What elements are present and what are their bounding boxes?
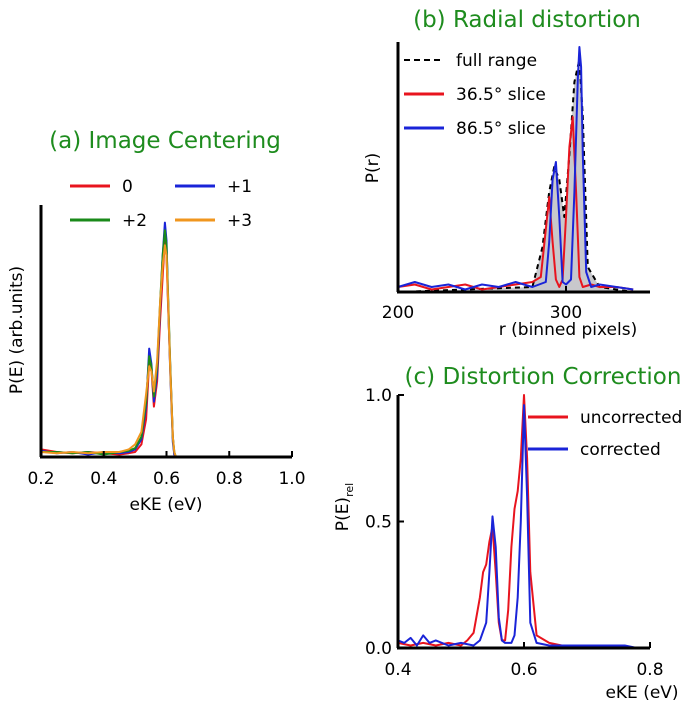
- chart-c-series-corrected: [397, 404, 638, 649]
- chart-c-legend-label-corrected: corrected: [580, 440, 661, 460]
- chart-c-ytick-label: 0.0: [365, 639, 392, 659]
- chart-a-xtick-label: 0.4: [90, 469, 117, 489]
- chart-b-title: (b) Radial distortion: [413, 7, 641, 33]
- chart-c-xtick-label: 0.8: [636, 660, 663, 680]
- chart-b-legend: full range 36.5° slice 86.5° slice: [404, 51, 546, 139]
- chart-a-xtick-label: 0.2: [27, 469, 54, 489]
- chart-a-legend-label-3: +3: [227, 211, 252, 231]
- chart-c-title: (c) Distortion Correction: [405, 364, 682, 390]
- chart-b-series-36-5-slice: [397, 116, 634, 291]
- chart-c-ytick-label: 0.5: [365, 513, 392, 533]
- panel-c: (c) Distortion Correction uncorrected cor…: [333, 364, 682, 703]
- chart-c-legend: uncorrected corrected: [528, 408, 682, 460]
- chart-b-xlabel: r (binned pixels): [499, 320, 637, 340]
- chart-a-series-0: [40, 239, 177, 458]
- chart-c-xtick-label: 0.6: [510, 660, 537, 680]
- chart-a-legend-label-1: +1: [227, 177, 252, 197]
- chart-a-series-3: [40, 244, 177, 458]
- chart-b-legend-label-36-5-slice: 36.5° slice: [456, 85, 546, 105]
- chart-a-xtick-label: 0.8: [216, 469, 243, 489]
- chart-b-ylabel: P(r): [363, 153, 383, 184]
- chart-a-series-1: [40, 221, 177, 458]
- chart-c-ylabel-sub: rel: [343, 483, 356, 497]
- chart-c-ylabel: P(E)rel: [333, 483, 356, 531]
- chart-a-xtick-label: 0.6: [153, 469, 180, 489]
- chart-a-legend: 0 +1 +2 +3: [70, 177, 252, 231]
- chart-b-plot: [397, 46, 650, 293]
- chart-a-title: (a) Image Centering: [49, 128, 281, 154]
- chart-a-legend-label-0: 0: [122, 177, 133, 197]
- chart-a-xtick-label: 1.0: [278, 469, 305, 489]
- chart-a-x-ticks: 0.2 0.4 0.6 0.8 1.0: [27, 451, 306, 489]
- chart-c-xlabel: eKE (eV): [605, 683, 678, 703]
- chart-b-xtick-label: 300: [550, 303, 582, 323]
- panel-b: (b) Radial distortion full range 36.5° sl…: [363, 7, 650, 340]
- chart-b-xtick-label: 200: [382, 303, 414, 323]
- chart-c-y-ticks: 0.0 0.5 1.0: [365, 386, 404, 659]
- chart-b-legend-label-86-5-slice: 86.5° slice: [456, 119, 546, 139]
- chart-c-ylabel-main: P(E): [333, 497, 353, 531]
- chart-a-plot: [40, 221, 177, 458]
- chart-c-series-uncorrected: [397, 394, 638, 649]
- chart-b-x-ticks: 200 300: [382, 286, 582, 323]
- chart-c-plot: [397, 394, 638, 649]
- panel-a: (a) Image Centering 0 +1 +2 +3 0.2 0.4 0.6 0.8…: [7, 128, 306, 515]
- chart-a-xlabel: eKE (eV): [129, 495, 202, 515]
- chart-a-series-2: [41, 229, 177, 458]
- chart-a-legend-label-2: +2: [122, 211, 147, 231]
- chart-c-xtick-label: 0.4: [384, 660, 411, 680]
- chart-b-legend-label-full-range: full range: [456, 51, 537, 71]
- chart-c-legend-label-uncorrected: uncorrected: [580, 408, 682, 428]
- chart-c-x-ticks: 0.4 0.6 0.8: [384, 642, 664, 680]
- chart-c-ytick-label: 1.0: [365, 386, 392, 406]
- chart-a-ylabel: P(E) (arb.units): [7, 266, 27, 394]
- chart-b-series-86-5-slice: [397, 46, 634, 291]
